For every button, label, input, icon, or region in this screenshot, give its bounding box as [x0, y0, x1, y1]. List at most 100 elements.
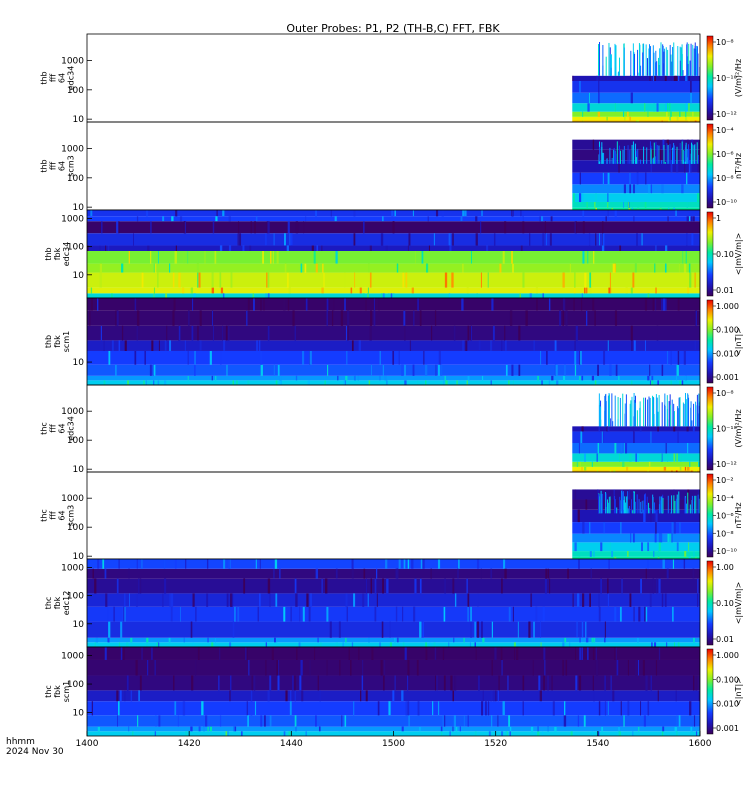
spectrum-streak [664, 298, 667, 311]
spectrum-streak [185, 731, 188, 736]
spectrum-streak [284, 263, 287, 273]
colorbar [706, 648, 714, 735]
spectrum-streak [342, 642, 344, 647]
spectrum-streak [607, 340, 609, 351]
spectrum-streak [116, 310, 118, 326]
spectrum-streak [541, 380, 543, 385]
spectrogram-image [87, 559, 700, 647]
spectrum-spike [603, 152, 605, 164]
spectrum-streak [606, 116, 608, 121]
spectrum-streak [629, 489, 631, 500]
spectrum-spike [629, 403, 631, 427]
y-tick-label: 1000 [61, 563, 84, 573]
colorbar-tick-label: 0.10 [716, 250, 734, 259]
spectrum-streak [649, 364, 651, 376]
spectrum-streak [499, 263, 502, 273]
spectrum-streak [129, 593, 130, 607]
spectrum-streak [588, 233, 591, 246]
spectrum-spike [658, 145, 660, 164]
spectrum-streak [425, 642, 428, 647]
spectrum-streak [529, 293, 532, 298]
spectrum-streak [519, 293, 521, 298]
spectrum-streak [481, 621, 483, 638]
spectrum-spike [619, 496, 621, 514]
spectrum-streak [485, 701, 487, 716]
spectrum-streak [656, 103, 659, 112]
spectrum-spike [613, 149, 615, 164]
spectrum-streak [425, 263, 429, 273]
spectrum-streak [421, 621, 423, 638]
spectrum-streak [511, 364, 514, 376]
spectrum-streak [134, 350, 137, 365]
spectrum-streak [537, 375, 539, 381]
spectrum-streak [635, 453, 637, 462]
spectrum-streak [647, 559, 649, 569]
panel-ylabel: thc [44, 685, 53, 698]
panel-ylabel: scm1 [62, 681, 71, 702]
spectrogram-image [572, 392, 700, 472]
spectrum-streak [247, 298, 250, 311]
spectrum-spike [618, 145, 620, 164]
spectrum-streak [309, 593, 313, 607]
spectrum-streak [294, 325, 296, 341]
spectrum-streak [304, 263, 307, 273]
spectrum-streak [467, 593, 470, 607]
spectrum-streak [645, 568, 647, 579]
spectrum-streak [652, 298, 655, 311]
spectrum-streak [675, 75, 678, 81]
spectrum-streak [216, 210, 218, 217]
spectrum-streak [616, 659, 619, 676]
spectrum-streak [539, 216, 541, 222]
spectrum-streak [577, 715, 580, 727]
spectrum-spike [694, 42, 696, 76]
spectrum-streak [361, 675, 364, 691]
spectrum-streak [294, 578, 297, 594]
spectrum-streak [374, 578, 377, 594]
spectrum-streak [638, 726, 640, 732]
spectrum-spike [640, 65, 642, 76]
spectrum-streak [453, 325, 456, 341]
spectrum-streak [586, 201, 588, 208]
spectrum-streak [437, 559, 441, 569]
spectrum-streak [591, 731, 593, 736]
spectrum-spike [661, 512, 663, 514]
spectrum-streak [318, 726, 321, 732]
spectrum-spike [636, 410, 638, 427]
spectrum-spike [623, 145, 625, 164]
spectrum-band [572, 431, 700, 443]
spectrum-streak [530, 593, 533, 607]
spectrum-streak [683, 263, 687, 273]
spectrum-streak [118, 701, 120, 716]
spectrum-streak [254, 701, 257, 716]
spectrum-streak [600, 578, 602, 594]
spectrum-streak [579, 193, 582, 202]
spectrum-streak [686, 172, 688, 185]
spectrum-band [87, 726, 700, 732]
spectrum-streak [589, 522, 591, 534]
spectrum-streak [676, 715, 678, 727]
spectrum-spike [660, 42, 662, 76]
spectrum-spike [695, 401, 697, 427]
spectrum-streak [508, 380, 510, 385]
spectrum-streak [99, 272, 102, 288]
colorbar-tick-label: 0.10 [716, 599, 734, 608]
spectrum-streak [667, 216, 669, 222]
spectrum-streak [170, 606, 173, 622]
spectrum-band [87, 287, 700, 294]
spectrum-streak [633, 606, 635, 622]
spectrum-band [87, 647, 700, 660]
colorbar-label: (V/m)²/Hz [734, 59, 743, 97]
spectrum-streak [641, 233, 643, 246]
spectrum-streak [458, 559, 460, 569]
spectrum-streak [153, 380, 155, 385]
spectrum-streak [101, 221, 103, 234]
spectrum-streak [595, 647, 597, 660]
spectrum-streak [574, 287, 576, 294]
spectrum-spike [637, 148, 639, 164]
spectrum-spike [600, 406, 602, 427]
spectrum-streak [150, 647, 153, 660]
spectrum-streak [276, 250, 279, 264]
spectrum-streak [607, 201, 609, 208]
spectrogram-image [572, 139, 700, 210]
spectrum-spike [644, 397, 646, 427]
